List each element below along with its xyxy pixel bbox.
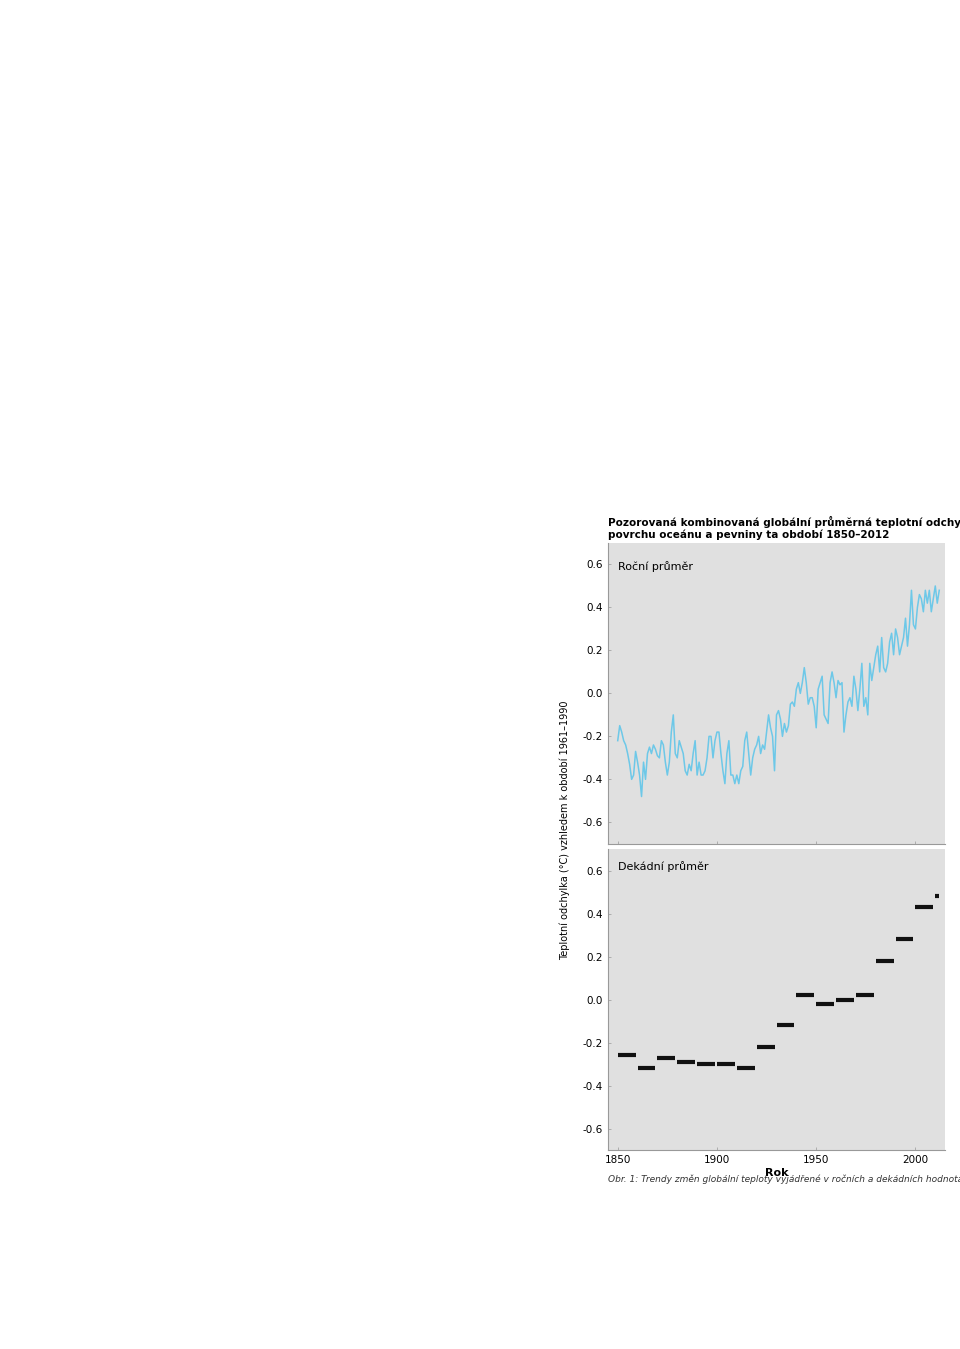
Text: Pozorovaná kombinovaná globální průměrná teplotní odchylka
povrchu oceánu a pevn: Pozorovaná kombinovaná globální průměrná…	[608, 517, 960, 541]
Text: Roční průměr: Roční průměr	[618, 561, 693, 572]
Text: Teplotní odchylka (°C) vzhledem k období 1961–1990: Teplotní odchylka (°C) vzhledem k období…	[560, 700, 570, 959]
Text: Obr. 1: Trendy změn globální teploty vyjádřené v ročních a dekádních hodnotach: Obr. 1: Trendy změn globální teploty vyj…	[608, 1174, 960, 1184]
X-axis label: Rok: Rok	[765, 1168, 788, 1178]
Text: Dekádní průměr: Dekádní průměr	[618, 861, 708, 873]
